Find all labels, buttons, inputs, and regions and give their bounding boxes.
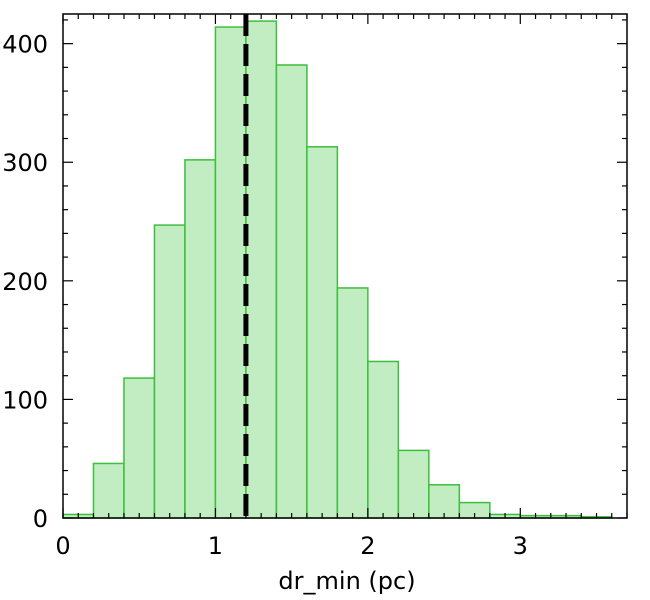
- x-tick-label: 3: [513, 532, 528, 560]
- histogram-bar: [397, 449, 430, 519]
- y-tick-label: 300: [2, 149, 48, 177]
- y-tick-label: 0: [33, 505, 48, 533]
- histogram-bar: [336, 287, 369, 519]
- histogram-bar: [275, 64, 308, 519]
- axis-ticks: [62, 14, 628, 519]
- histogram-bar: [184, 159, 217, 519]
- histogram-bar: [214, 26, 247, 519]
- x-tick-label: 1: [208, 532, 223, 560]
- histogram-bar: [428, 484, 461, 519]
- y-tick-label: 200: [2, 268, 48, 296]
- histogram-bar: [153, 224, 186, 519]
- y-tick-label: 400: [2, 31, 48, 59]
- x-tick-label: 2: [360, 532, 375, 560]
- histogram-bar: [123, 377, 156, 519]
- y-tick-label: 100: [2, 386, 48, 414]
- histogram-bar: [245, 20, 278, 519]
- histogram-bars: [62, 20, 613, 519]
- x-axis-title: dr_min (pc): [278, 567, 415, 595]
- histogram-bar: [367, 360, 400, 519]
- plot-frame: [62, 13, 628, 519]
- histogram-bar: [92, 462, 125, 519]
- tick-labels: 0 1 2 3 0 100 200 300 400: [2, 31, 528, 560]
- histogram-bar: [306, 146, 339, 519]
- x-tick-label: 0: [55, 532, 70, 560]
